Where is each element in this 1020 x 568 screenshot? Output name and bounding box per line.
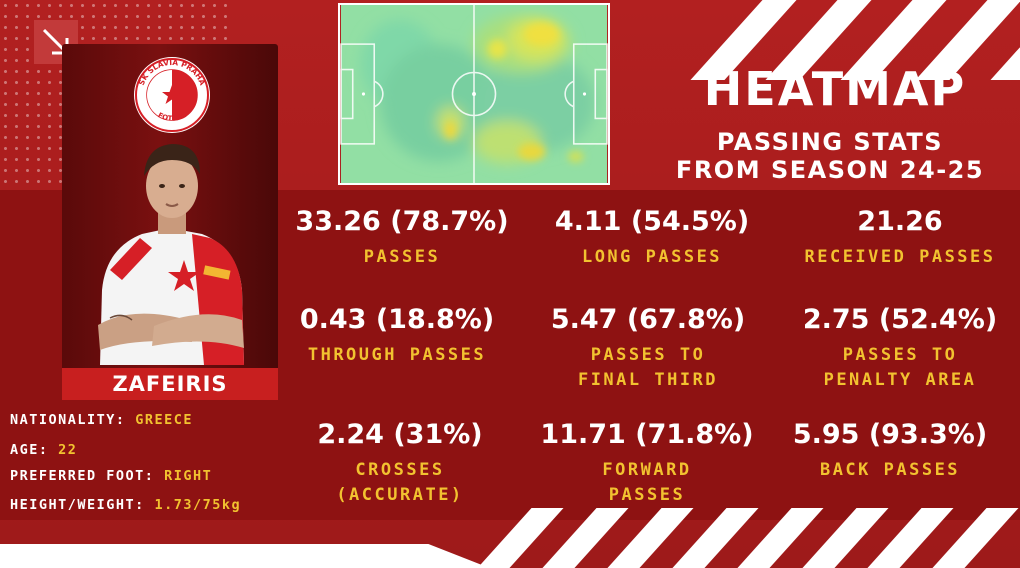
stat-block: 2.24 (31%) CROSSES (ACCURATE): [275, 418, 525, 508]
stat-label: PASSES TO PENALTY AREA: [823, 345, 977, 390]
bottom-white-panel: [0, 544, 490, 568]
stat-value: 5.47 (67.8%): [550, 304, 746, 335]
stat-block: 11.71 (71.8%) FORWARD PASSES: [522, 418, 772, 508]
stat-label: PASSES TO FINAL THIRD: [577, 345, 719, 390]
preferred-foot-row: PREFERRED FOOT: RIGHT: [10, 468, 300, 484]
stat-block: 5.47 (67.8%) PASSES TO FINAL THIRD: [523, 303, 773, 393]
crest-subtext: FOTBAL: [156, 111, 188, 123]
stat-value: 2.75 (52.4%): [802, 304, 998, 335]
stat-label: RECEIVED PASSES: [804, 247, 996, 267]
stat-value: 5.95 (93.3%): [792, 419, 988, 450]
stat-label: LONG PASSES: [581, 247, 723, 267]
stat-block: 33.26 (78.7%) PASSES: [277, 205, 527, 270]
preferred-foot-label: PREFERRED FOOT:: [10, 468, 155, 484]
svg-text:FOTBAL: FOTBAL: [156, 111, 188, 123]
stat-value: 0.43 (18.8%): [299, 304, 495, 335]
age-row: AGE: 22: [10, 442, 300, 458]
stat-block: 0.43 (18.8%) THROUGH PASSES: [272, 303, 522, 368]
height-weight-value: 1.73/75kg: [154, 497, 242, 513]
age-label: AGE:: [10, 442, 49, 458]
heatmap-pitch: [338, 3, 610, 185]
stat-value: 4.11 (54.5%): [554, 206, 750, 237]
stat-label: BACK PASSES: [819, 460, 961, 480]
stat-value: 33.26 (78.7%): [295, 206, 509, 237]
stat-value: 11.71 (71.8%): [540, 419, 754, 450]
stat-block: 4.11 (54.5%) LONG PASSES: [527, 205, 777, 270]
subtitle-line-1: PASSING STATS: [716, 128, 944, 156]
stat-label: THROUGH PASSES: [307, 345, 487, 365]
nationality-row: NATIONALITY: GREECE: [10, 412, 300, 428]
stat-block: 5.95 (93.3%) BACK PASSES: [765, 418, 1015, 483]
nationality-label: NATIONALITY:: [10, 412, 126, 428]
stat-value: 2.24 (31%): [317, 419, 483, 450]
club-crest-logo: SK SLAVIA PRAHA FOTBAL: [134, 57, 210, 133]
player-name: ZAFEIRIS: [62, 368, 278, 400]
page-title: HEATMAP: [703, 62, 967, 116]
nationality-value: GREECE: [135, 412, 193, 428]
player-photo: [98, 144, 244, 365]
stat-block: 21.26 RECEIVED PASSES: [775, 205, 1020, 270]
stat-value: 21.26: [857, 206, 943, 237]
preferred-foot-value: RIGHT: [164, 468, 213, 484]
subtitle-line-2: FROM SEASON 24-25: [675, 156, 985, 184]
stat-label: CROSSES (ACCURATE): [336, 460, 464, 505]
stat-label: FORWARD PASSES: [602, 460, 692, 505]
height-weight-label: HEIGHT/WEIGHT:: [10, 497, 145, 513]
stat-block: 2.75 (52.4%) PASSES TO PENALTY AREA: [775, 303, 1020, 393]
stat-label: PASSES: [363, 247, 441, 267]
height-weight-row: HEIGHT/WEIGHT: 1.73/75kg: [10, 497, 300, 513]
age-value: 22: [58, 442, 78, 458]
